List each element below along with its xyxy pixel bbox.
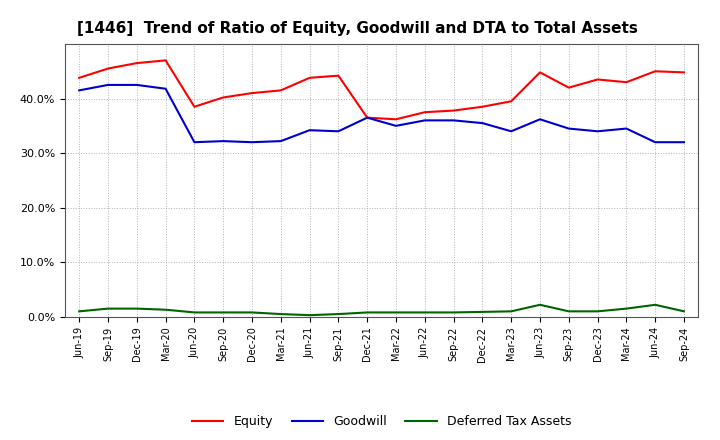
Deferred Tax Assets (478, 309, 487, 315)
Equity (651, 69, 660, 74)
Goodwill (478, 121, 487, 126)
Deferred Tax Assets (593, 309, 602, 314)
Equity (276, 88, 285, 93)
Equity (507, 99, 516, 104)
Goodwill (680, 139, 688, 145)
Deferred Tax Assets (420, 310, 429, 315)
Goodwill (363, 115, 372, 120)
Equity (593, 77, 602, 82)
Legend: Equity, Goodwill, Deferred Tax Assets: Equity, Goodwill, Deferred Tax Assets (187, 411, 576, 433)
Equity (449, 108, 458, 113)
Deferred Tax Assets (190, 310, 199, 315)
Goodwill (334, 128, 343, 134)
Equity (680, 70, 688, 75)
Deferred Tax Assets (363, 310, 372, 315)
Goodwill (161, 86, 170, 92)
Deferred Tax Assets (104, 306, 112, 311)
Deferred Tax Assets (248, 310, 256, 315)
Equity (363, 115, 372, 120)
Equity (536, 70, 544, 75)
Goodwill (248, 139, 256, 145)
Equity (248, 91, 256, 96)
Equity (334, 73, 343, 78)
Equity (161, 58, 170, 63)
Equity (392, 117, 400, 122)
Deferred Tax Assets (449, 310, 458, 315)
Equity (104, 66, 112, 71)
Goodwill (536, 117, 544, 122)
Equity (564, 85, 573, 90)
Deferred Tax Assets (680, 309, 688, 314)
Deferred Tax Assets (276, 312, 285, 317)
Goodwill (507, 128, 516, 134)
Equity (190, 104, 199, 110)
Equity (305, 75, 314, 81)
Deferred Tax Assets (392, 310, 400, 315)
Goodwill (593, 128, 602, 134)
Equity (75, 75, 84, 81)
Equity (622, 80, 631, 85)
Line: Deferred Tax Assets: Deferred Tax Assets (79, 305, 684, 315)
Text: [1446]  Trend of Ratio of Equity, Goodwill and DTA to Total Assets: [1446] Trend of Ratio of Equity, Goodwil… (78, 21, 639, 36)
Goodwill (564, 126, 573, 131)
Deferred Tax Assets (651, 302, 660, 308)
Deferred Tax Assets (564, 309, 573, 314)
Deferred Tax Assets (536, 302, 544, 308)
Goodwill (449, 118, 458, 123)
Goodwill (75, 88, 84, 93)
Line: Equity: Equity (79, 60, 684, 119)
Goodwill (132, 82, 141, 88)
Deferred Tax Assets (219, 310, 228, 315)
Goodwill (651, 139, 660, 145)
Deferred Tax Assets (334, 312, 343, 317)
Goodwill (104, 82, 112, 88)
Deferred Tax Assets (507, 309, 516, 314)
Equity (219, 95, 228, 100)
Deferred Tax Assets (75, 309, 84, 314)
Deferred Tax Assets (132, 306, 141, 311)
Goodwill (420, 118, 429, 123)
Deferred Tax Assets (622, 306, 631, 311)
Equity (478, 104, 487, 110)
Equity (420, 110, 429, 115)
Deferred Tax Assets (305, 312, 314, 318)
Goodwill (622, 126, 631, 131)
Goodwill (190, 139, 199, 145)
Equity (132, 60, 141, 66)
Deferred Tax Assets (161, 307, 170, 312)
Line: Goodwill: Goodwill (79, 85, 684, 142)
Goodwill (219, 139, 228, 144)
Goodwill (276, 139, 285, 144)
Goodwill (392, 123, 400, 128)
Goodwill (305, 128, 314, 133)
